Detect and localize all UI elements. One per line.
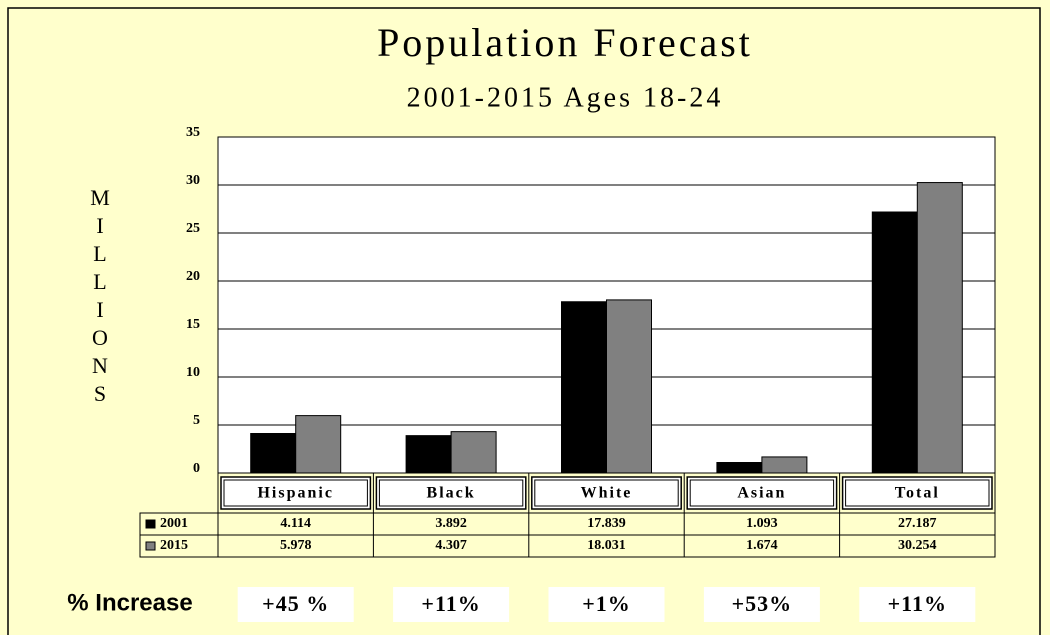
table-value: 27.187 [898, 516, 937, 531]
table-value: 4.307 [435, 538, 467, 553]
category-box [686, 476, 838, 510]
x-tick-label: Hispanic [257, 485, 333, 502]
category-box [375, 476, 527, 510]
bar [716, 462, 763, 474]
increase-box [237, 587, 354, 622]
increase-box [393, 587, 510, 622]
increase-box [548, 587, 665, 622]
x-tick-label: Asian [737, 485, 786, 502]
increase-box [859, 587, 976, 622]
bar [450, 431, 497, 474]
legend-label: 2001 [160, 516, 188, 531]
increase-box [703, 587, 820, 622]
category-box [220, 476, 372, 510]
category-box-inner [378, 479, 524, 507]
bar [250, 433, 297, 474]
y-tick-label: 15 [186, 317, 200, 332]
table-value: 1.674 [746, 538, 778, 553]
legend-swatch [145, 519, 156, 529]
category-box-inner [845, 479, 990, 507]
legend-label: 2015 [160, 538, 188, 553]
chart-title: Population Forecast [377, 20, 753, 65]
category-box [531, 476, 682, 510]
bar [761, 456, 808, 474]
table-value: 4.114 [280, 516, 311, 531]
y-tick-label: 0 [193, 461, 200, 476]
category-box [841, 476, 993, 510]
bar [405, 435, 452, 474]
y-axis-label: MILLIONS [88, 185, 113, 409]
frame [7, 7, 1041, 635]
increase-label: +1% [582, 591, 631, 616]
table-value: 1.093 [746, 516, 778, 531]
annotation-title: % Increase [67, 589, 192, 616]
table-value: 3.892 [435, 516, 467, 531]
increase-label: +11% [421, 591, 480, 616]
table-value: 18.031 [587, 538, 626, 553]
bar [606, 299, 652, 474]
table-value: 17.839 [587, 516, 626, 531]
chart-subtitle: 2001-2015 Ages 18-24 [407, 82, 724, 113]
y-tick-label: 5 [193, 413, 200, 428]
x-tick-label: White [581, 485, 633, 502]
bar [295, 415, 342, 474]
y-tick-label: 35 [186, 125, 200, 140]
x-tick-label: Black [427, 485, 476, 502]
table-value: 5.978 [280, 538, 312, 553]
increase-label: +45 % [262, 591, 329, 616]
y-tick-label: 10 [186, 365, 200, 380]
bar [871, 211, 918, 474]
table-value: 30.254 [898, 538, 937, 553]
legend-swatch [145, 541, 156, 551]
bar [916, 182, 963, 474]
y-tick-label: 30 [186, 173, 200, 188]
category-box-inner [223, 479, 368, 507]
y-tick-label: 20 [186, 269, 200, 284]
category-box-inner [534, 479, 679, 507]
y-tick-label: 25 [186, 221, 200, 236]
category-box-inner [689, 479, 835, 507]
increase-label: +53% [732, 591, 793, 616]
x-tick-label: Total [895, 485, 940, 502]
bar [561, 301, 607, 474]
increase-label: +11% [888, 591, 947, 616]
